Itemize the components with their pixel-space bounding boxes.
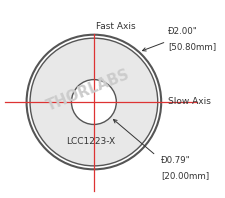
- Text: LCC1223-X: LCC1223-X: [65, 137, 115, 146]
- Text: Slow Axis: Slow Axis: [167, 97, 210, 106]
- Circle shape: [71, 80, 116, 125]
- Text: Ð0.79": Ð0.79": [160, 156, 190, 165]
- Text: Ð2.00": Ð2.00": [167, 28, 197, 36]
- Text: [50.80mm]: [50.80mm]: [167, 43, 215, 51]
- Text: THORLABS: THORLABS: [45, 66, 132, 113]
- Circle shape: [30, 38, 157, 166]
- Text: Fast Axis: Fast Axis: [95, 22, 135, 31]
- Text: [20.00mm]: [20.00mm]: [160, 171, 208, 180]
